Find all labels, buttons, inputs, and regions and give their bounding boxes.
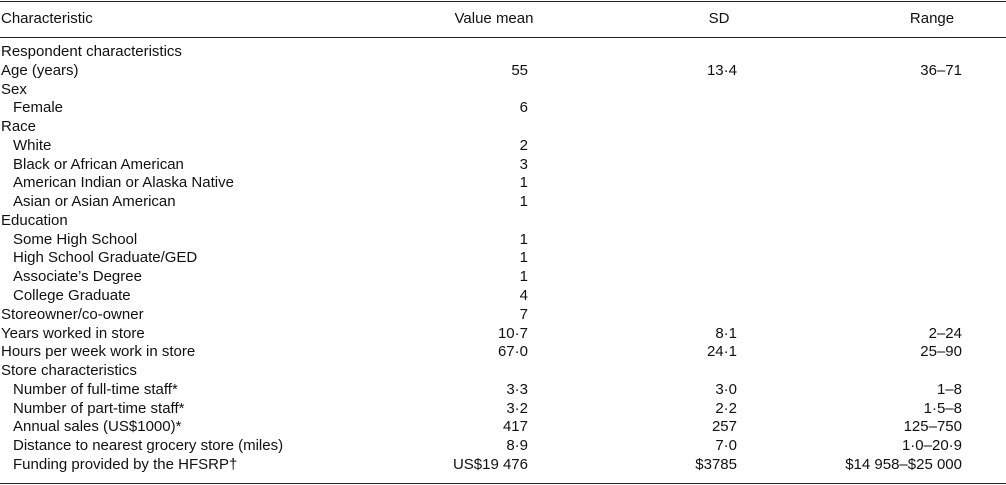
row-label: Asian or Asian American bbox=[13, 193, 176, 211]
cell-value: $3785 bbox=[695, 455, 737, 473]
cell-value: 1 bbox=[519, 230, 528, 248]
cell-value: 3·2 bbox=[506, 399, 528, 417]
row-label: College Graduate bbox=[13, 287, 131, 304]
cell-value: 257 bbox=[711, 418, 737, 436]
cell-value: 4 bbox=[519, 287, 528, 304]
cell-value: 24·1 bbox=[706, 343, 737, 361]
column-header: SD bbox=[708, 10, 730, 27]
cell-value: $14 958–$25 000 bbox=[845, 455, 962, 473]
cell-value: 125–750 bbox=[903, 418, 962, 436]
cell-value: 36–71 bbox=[920, 61, 962, 79]
row-label: Storeowner/co-owner bbox=[1, 305, 144, 323]
cell-value: 13·4 bbox=[706, 61, 737, 79]
cell-value: 2–24 bbox=[928, 324, 962, 342]
row-label: White bbox=[13, 136, 52, 154]
row-label: Number of part-time staff* bbox=[13, 399, 185, 417]
row-label: Funding provided by the HFSRP† bbox=[13, 455, 238, 473]
cell-value: 1·0–20·9 bbox=[901, 437, 962, 455]
column-header: Range bbox=[909, 10, 955, 27]
cell-value: 1 bbox=[519, 174, 528, 192]
row-label: Hours per week work in store bbox=[1, 343, 196, 361]
column-header: Characteristic bbox=[1, 10, 93, 27]
cell-value: 3·3 bbox=[506, 380, 528, 398]
row-label: Age (years) bbox=[1, 61, 79, 79]
cell-value: 7·0 bbox=[715, 437, 737, 455]
cell-value: 1 bbox=[519, 268, 528, 286]
cell-value: 1–8 bbox=[936, 380, 962, 398]
cell-value: 2·2 bbox=[715, 399, 737, 417]
row-label: Associate’s Degree bbox=[13, 268, 142, 286]
column-header: Value mean bbox=[454, 10, 534, 27]
row-label: Store characteristics bbox=[1, 362, 137, 380]
cell-value: US$19 476 bbox=[452, 455, 528, 473]
bottom-rule bbox=[0, 483, 1006, 484]
header-rule bbox=[0, 37, 1006, 38]
cell-value: 3 bbox=[519, 155, 528, 173]
cell-value: 8·1 bbox=[715, 324, 737, 342]
row-label: Annual sales (US$1000)* bbox=[13, 418, 182, 436]
top-rule bbox=[0, 1, 1006, 2]
cell-value: 1·5–8 bbox=[923, 399, 962, 417]
row-label: Respondent characteristics bbox=[1, 43, 182, 60]
row-label: High School Graduate/GED bbox=[13, 249, 198, 267]
cell-value: 8·9 bbox=[506, 437, 528, 455]
cell-value: 1 bbox=[519, 193, 528, 211]
row-label: Some High School bbox=[13, 230, 138, 248]
cell-value: 7 bbox=[519, 305, 528, 323]
row-label: Number of full-time staff* bbox=[13, 380, 178, 398]
cell-value: 6 bbox=[519, 99, 528, 117]
row-label: Distance to nearest grocery store (miles… bbox=[13, 437, 284, 455]
cell-value: 417 bbox=[502, 418, 528, 436]
row-label: American Indian or Alaska Native bbox=[13, 174, 234, 192]
row-label: Black or African American bbox=[13, 155, 184, 173]
cell-value: 25–90 bbox=[920, 343, 962, 361]
cell-value: 10·7 bbox=[497, 324, 528, 342]
row-label: Education bbox=[1, 211, 68, 229]
row-label: Years worked in store bbox=[1, 324, 145, 342]
cell-value: 1 bbox=[519, 249, 528, 267]
row-label: Female bbox=[13, 99, 64, 117]
cell-value: 2 bbox=[519, 136, 528, 154]
cell-value: 55 bbox=[511, 61, 528, 79]
cell-value: 67·0 bbox=[497, 343, 528, 361]
row-label: Sex bbox=[1, 80, 27, 98]
row-label: Race bbox=[1, 118, 37, 136]
cell-value: 3·0 bbox=[715, 380, 737, 398]
